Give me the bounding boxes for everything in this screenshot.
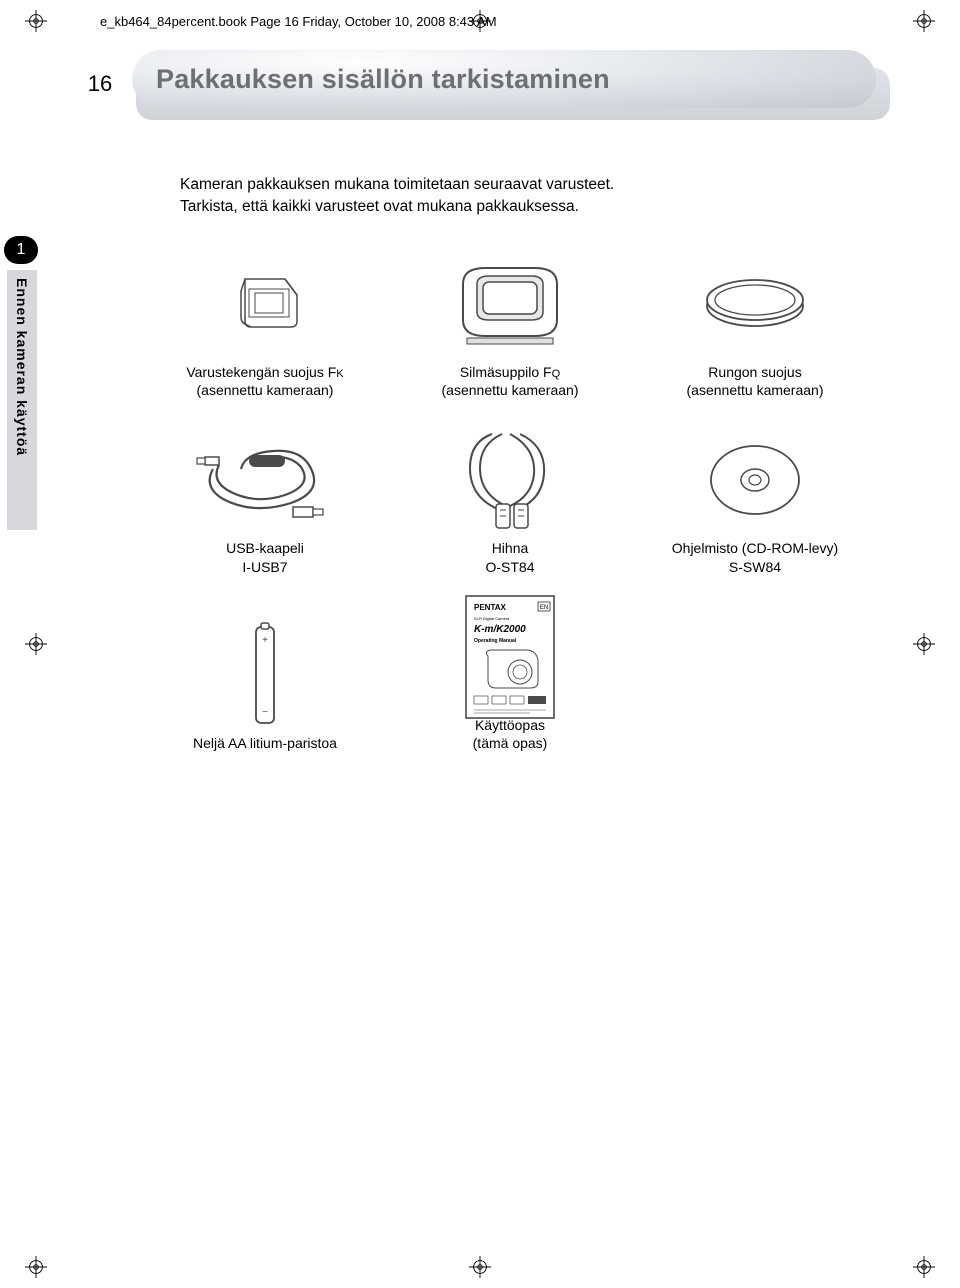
caption-line2: (asennettu kameraan) — [197, 382, 334, 398]
svg-text:SLR Digital Camera: SLR Digital Camera — [474, 616, 510, 621]
chapter-badge: 1 — [4, 236, 38, 264]
chapter-label: Ennen kameran käyttöä — [14, 278, 30, 456]
caption-line2: (asennettu kameraan) — [442, 382, 579, 398]
item-eyecup: Silmäsuppilo FQ (asennettu kameraan) — [395, 249, 625, 399]
svg-text:−: − — [262, 707, 268, 718]
regmark-icon — [25, 633, 47, 655]
caption-line2: (tämä opas) — [473, 735, 548, 751]
svg-text:EN: EN — [540, 605, 548, 611]
caption-line1a: Silmäsuppilo F — [460, 364, 552, 380]
svg-text:K-m/K2000: K-m/K2000 — [474, 624, 526, 635]
caption-line1b: Q — [552, 368, 561, 380]
chapter-number: 1 — [17, 241, 26, 259]
title-row: 16 Pakkauksen sisällön tarkistaminen — [84, 50, 890, 118]
intro-text: Kameran pakkauksen mukana toimitetaan se… — [180, 174, 870, 219]
side-tab: 1 Ennen kameran käyttöä — [0, 236, 64, 530]
caption-line1a: Varustekengän suojus F — [186, 364, 336, 380]
caption-line2: (asennettu kameraan) — [687, 382, 824, 398]
regmark-icon — [469, 1256, 491, 1278]
svg-text:+: + — [262, 635, 268, 646]
item-usb-cable: USB-kaapeli I-USB7 — [150, 425, 380, 575]
caption-line1: Rungon suojus — [708, 364, 801, 380]
regmark-icon — [25, 10, 47, 32]
hotshoe-cover-icon — [225, 249, 305, 359]
caption-line2: S-SW84 — [729, 559, 781, 575]
item-manual: PENTAX EN SLR Digital Camera K-m/K2000 O… — [395, 602, 625, 752]
strap-icon — [450, 425, 570, 535]
regmark-icon — [913, 1256, 935, 1278]
regmark-icon — [913, 10, 935, 32]
intro-line2: Tarkista, että kaikki varusteet ovat muk… — [180, 196, 870, 218]
svg-text:PENTAX: PENTAX — [474, 603, 507, 612]
item-hotshoe-cover: Varustekengän suojus FK (asennettu kamer… — [150, 249, 380, 399]
caption-line2: I-USB7 — [242, 559, 287, 575]
item-batteries: + − Neljä AA litium-paristoa — [150, 620, 380, 752]
item-body-cap: Rungon suojus (asennettu kameraan) — [640, 249, 870, 399]
page-title: Pakkauksen sisällön tarkistaminen — [156, 64, 610, 95]
item-strap: Hihna O-ST84 — [395, 425, 625, 575]
regmark-icon — [25, 1256, 47, 1278]
caption-line1: Ohjelmisto (CD-ROM-levy) — [672, 540, 838, 556]
caption-line1: Neljä AA litium-paristoa — [193, 735, 337, 751]
svg-text:Operating Manual: Operating Manual — [474, 638, 517, 644]
eyecup-icon — [445, 249, 575, 359]
caption-line2: O-ST84 — [485, 559, 534, 575]
page-number: 16 — [84, 71, 116, 97]
item-cdrom: Ohjelmisto (CD-ROM-levy) S-SW84 — [640, 425, 870, 575]
file-header: e_kb464_84percent.book Page 16 Friday, O… — [100, 14, 497, 29]
caption-line1: Hihna — [492, 540, 529, 556]
title-pill: Pakkauksen sisällön tarkistaminen — [132, 50, 890, 118]
intro-line1: Kameran pakkauksen mukana toimitetaan se… — [180, 174, 870, 196]
regmark-icon — [913, 633, 935, 655]
manual-icon: PENTAX EN SLR Digital Camera K-m/K2000 O… — [460, 602, 560, 712]
caption-line1: USB-kaapeli — [226, 540, 304, 556]
body-cap-icon — [700, 249, 810, 359]
caption-line1b: K — [336, 368, 343, 380]
cdrom-icon — [705, 425, 805, 535]
usb-cable-icon — [195, 425, 335, 535]
caption-line1: Käyttöopas — [475, 717, 545, 733]
battery-icon: + − — [240, 620, 290, 730]
